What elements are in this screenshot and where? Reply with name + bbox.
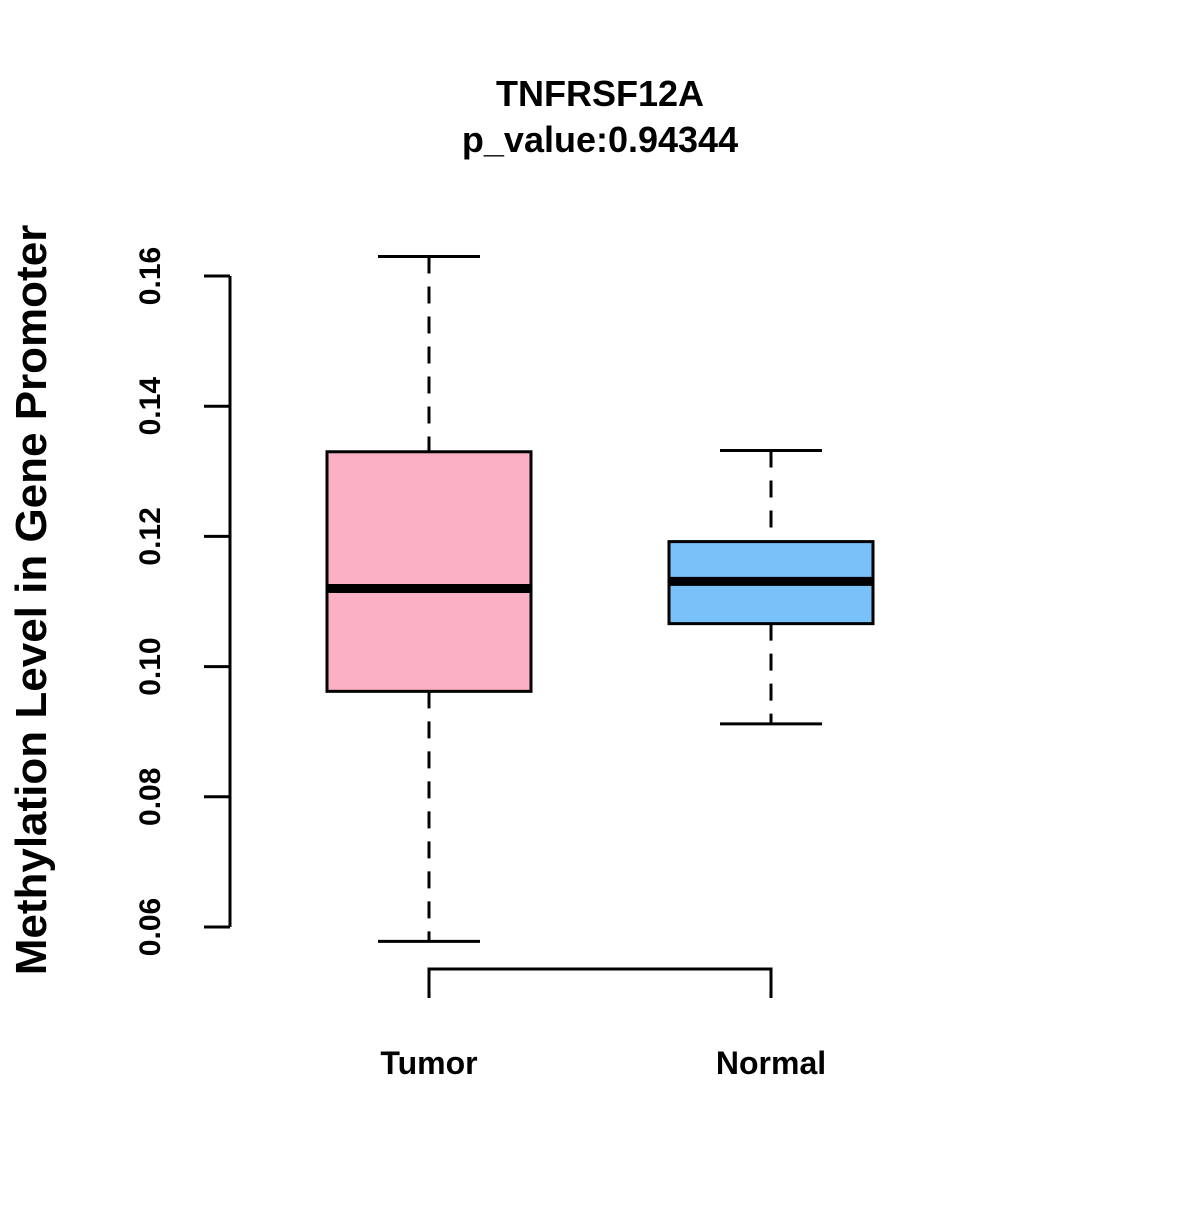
box-tumor bbox=[325, 254, 533, 943]
chart-title: TNFRSF12A bbox=[496, 73, 704, 114]
x-tick-label: Tumor bbox=[380, 1045, 477, 1081]
y-tick-label: 0.16 bbox=[134, 247, 167, 305]
bracket-line bbox=[427, 967, 773, 998]
y-tick-label: 0.06 bbox=[134, 898, 167, 956]
y-axis-label: Methylation Level in Gene Promoter bbox=[7, 225, 56, 976]
chart-subtitle: p_value:0.94344 bbox=[462, 119, 738, 160]
y-axis: 0.06 0.08 0.10 0.12 0.14 0.16 bbox=[134, 247, 232, 956]
significance-bracket bbox=[427, 967, 773, 998]
y-tick-label: 0.10 bbox=[134, 637, 167, 695]
x-tick-label: Normal bbox=[716, 1045, 826, 1081]
x-axis-labels: Tumor Normal bbox=[380, 1045, 826, 1081]
y-tick-label: 0.08 bbox=[134, 768, 167, 826]
box-normal bbox=[667, 448, 875, 726]
box-series bbox=[325, 254, 875, 943]
y-tick-label: 0.12 bbox=[134, 507, 167, 565]
iqr-box bbox=[325, 450, 533, 693]
y-tick-label: 0.14 bbox=[134, 377, 167, 436]
